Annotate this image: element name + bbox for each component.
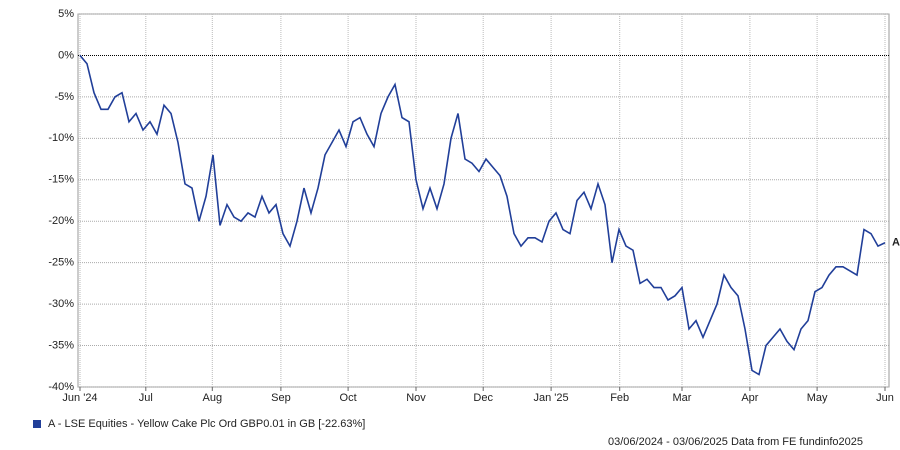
y-tick-label: -5% — [54, 91, 74, 103]
y-tick-label: -10% — [48, 132, 74, 144]
x-tick-label: Oct — [340, 392, 357, 404]
footer: 03/06/2024 - 03/06/2025 Data from FE fun… — [608, 436, 863, 448]
x-tick-label: Apr — [741, 392, 758, 404]
y-tick-label: -40% — [48, 381, 74, 393]
data-line — [79, 54, 886, 376]
y-tick-label: -20% — [48, 215, 74, 227]
y-tick-label: -15% — [48, 174, 74, 186]
x-tick-label: Mar — [673, 392, 692, 404]
legend-swatch — [33, 420, 41, 428]
y-tick-label: 0% — [58, 49, 74, 61]
x-tick-label: Jan '25 — [534, 392, 569, 404]
end-label: A — [892, 237, 900, 249]
y-tick-label: -35% — [48, 339, 74, 351]
y-tick-label: 5% — [58, 8, 74, 20]
x-tick-label: Sep — [271, 392, 291, 404]
legend-label: A - LSE Equities - Yellow Cake Plc Ord G… — [48, 418, 365, 430]
x-tick-label: Aug — [203, 392, 223, 404]
x-tick-label: Jul — [139, 392, 153, 404]
x-tick-label: Jun '24 — [62, 392, 97, 404]
x-tick-label: Nov — [406, 392, 426, 404]
x-tick-label: Dec — [473, 392, 493, 404]
x-tick-label: Feb — [610, 392, 629, 404]
y-tick-label: -25% — [48, 257, 74, 269]
x-tick-label: Jun — [876, 392, 894, 404]
x-tick-label: May — [807, 392, 828, 404]
y-tick-label: -30% — [48, 298, 74, 310]
